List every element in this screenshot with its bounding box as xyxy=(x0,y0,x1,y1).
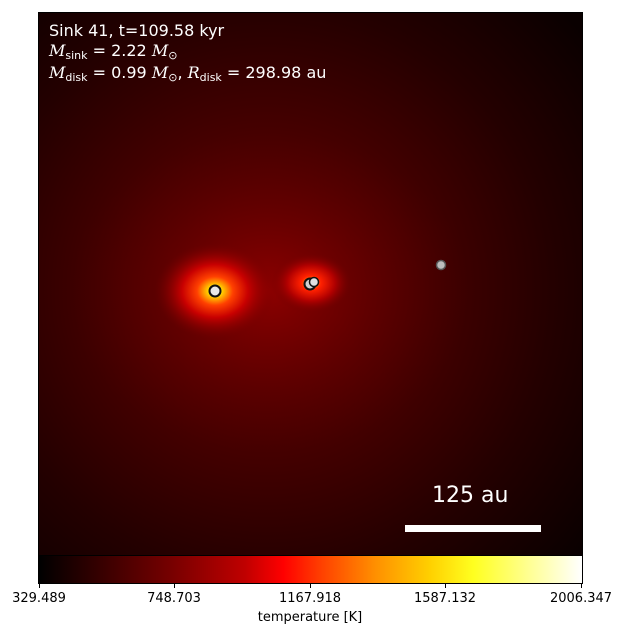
sink-mass-label: Msink = 2.22 M⊙ xyxy=(49,41,178,62)
colorbar-tick xyxy=(581,583,582,588)
colorbar-label: temperature [K] xyxy=(257,610,363,625)
colorbar-tick xyxy=(445,583,446,588)
colorbar-tick-label: 2006.347 xyxy=(549,591,613,606)
colorbar-tick-label: 748.703 xyxy=(147,591,201,606)
sink-right-marker xyxy=(435,259,447,271)
colorbar-tick xyxy=(174,583,175,588)
sink-center-b-marker xyxy=(308,276,320,288)
disk-properties-label: Mdisk = 0.99 M⊙, Rdisk = 298.98 au xyxy=(49,63,327,84)
colorbar-tick xyxy=(310,583,311,588)
scale-bar-label: 125 au xyxy=(432,483,509,508)
colorbar-tick-label: 1167.918 xyxy=(278,591,342,606)
temperature-map-panel: Sink 41, t=109.58 kyr Msink = 2.22 M⊙ Md… xyxy=(38,12,583,557)
temperature-map xyxy=(39,13,582,556)
scale-bar xyxy=(405,525,541,532)
sink-left-marker xyxy=(208,284,222,298)
colorbar-tick-label: 329.489 xyxy=(12,591,66,606)
colorbar-tick-label: 1587.132 xyxy=(413,591,477,606)
colorbar xyxy=(38,555,583,584)
colorbar-tick xyxy=(39,583,40,588)
sink-time-label: Sink 41, t=109.58 kyr xyxy=(49,21,225,40)
